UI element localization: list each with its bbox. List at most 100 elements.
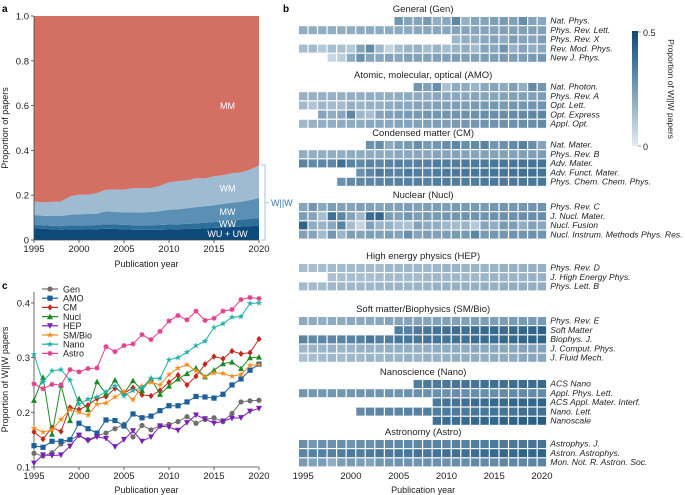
- heatmap-row-j-high-energy-phys: J. High Energy Phys.: [327, 272, 631, 282]
- heatmap-cell: [346, 212, 356, 221]
- legend-marker: [47, 304, 53, 311]
- heatmap-cell: [432, 168, 442, 177]
- heatmap-cell: [318, 44, 327, 53]
- point-nano: [84, 395, 92, 402]
- heatmap-cell: [509, 416, 518, 425]
- heatmap-cell: [404, 317, 413, 325]
- heatmap-cell: [509, 458, 518, 467]
- panel-c-line-chart: c 0.1 0.2 0.3 0.4 1995 2000 2005 2010 2015 2020 Pu…: [0, 281, 270, 495]
- heatmap-cell: [413, 440, 422, 448]
- heatmap-cell: [528, 159, 537, 168]
- heatmap-cell: [308, 440, 317, 448]
- point-astro: [211, 315, 217, 321]
- point-nano: [147, 375, 155, 382]
- heatmap-cell: [442, 203, 451, 211]
- point-amo: [166, 403, 172, 409]
- heatmap-cell: [337, 440, 346, 448]
- heatmap-cell: [299, 119, 308, 128]
- heatmap-cell: [384, 407, 394, 416]
- y-tick-label: 0.3: [17, 353, 30, 364]
- heatmap-cell: [480, 35, 489, 44]
- heatmap-cell: [480, 212, 489, 221]
- area-mm: [34, 16, 259, 203]
- heatmap-cell: [423, 26, 432, 35]
- heatmap-cell: [318, 264, 327, 272]
- heatmap-cell: [318, 203, 327, 211]
- heatmap-cell: [461, 353, 470, 362]
- point-cm: [58, 428, 64, 435]
- heatmap-cell: [528, 177, 537, 186]
- heatmap-cell: [356, 458, 365, 467]
- heatmap-row-astron-astrophys: Astron. Astrophys.: [299, 448, 620, 458]
- heatmap-cell: [318, 282, 327, 291]
- w-parallel-w-bracket: [261, 164, 269, 241]
- panel-a-label: a: [2, 4, 8, 15]
- heatmap-cell: [346, 26, 356, 35]
- heatmap-cell: [528, 389, 537, 398]
- heatmap-cell: [375, 159, 384, 168]
- heatmap-cell: [394, 17, 403, 25]
- heatmap-cell: [528, 221, 537, 230]
- heatmap-cell: [337, 53, 346, 62]
- heatmap-cell: [404, 168, 413, 177]
- point-amo: [103, 417, 109, 423]
- point-nucl: [103, 390, 109, 397]
- heatmap-cell: [490, 17, 499, 25]
- colorbar-min-label: 0: [643, 142, 648, 152]
- point-amo: [229, 382, 235, 388]
- heatmap-cell: [375, 353, 384, 362]
- group-general-gen: General (Gen) Nat. Phys.Phys. Rev. Lett.P…: [299, 4, 613, 63]
- heatmap-cell: [537, 53, 547, 62]
- heatmap-cell: [432, 458, 442, 467]
- x-tick-label: 2010: [436, 471, 457, 482]
- heatmap-cell: [394, 141, 403, 149]
- heatmap-cell: [470, 458, 480, 467]
- heatmap-cell: [480, 168, 489, 177]
- point-nucl: [229, 358, 235, 365]
- journal-label: J. High Energy Phys.: [549, 272, 630, 282]
- heatmap-cell: [375, 150, 384, 159]
- heatmap-cell: [461, 264, 470, 272]
- heatmap-cell: [404, 449, 413, 458]
- heatmap-cell: [480, 44, 489, 53]
- heatmap-cell: [442, 317, 451, 325]
- heatmap-cell: [499, 353, 508, 362]
- point-nano: [246, 300, 254, 307]
- heatmap-cell: [318, 335, 327, 344]
- heatmap-cell: [518, 407, 527, 416]
- heatmap-cell: [308, 150, 317, 159]
- heatmap-cell: [423, 150, 432, 159]
- heatmap-cell: [528, 326, 537, 335]
- heatmap-cell: [384, 344, 394, 353]
- heatmap-cell: [346, 440, 356, 448]
- heatmap-cell: [499, 317, 508, 325]
- heatmap-cell: [470, 141, 480, 149]
- heatmap-cell: [461, 110, 470, 119]
- heatmap-cell: [528, 344, 537, 353]
- point-amo: [184, 399, 190, 405]
- heatmap-cell: [413, 119, 422, 128]
- heatmap-cell: [318, 212, 327, 221]
- point-nano: [210, 324, 218, 331]
- group-title: Soft matter/Biophysics (SM/Bio): [356, 304, 490, 315]
- heatmap-cell: [442, 212, 451, 221]
- heatmap-cell: [490, 168, 499, 177]
- point-hep: [175, 427, 181, 434]
- journal-label: J. Nucl. Mater.: [549, 211, 605, 221]
- heatmap-cell: [470, 344, 480, 353]
- point-sm-bio: [102, 399, 110, 406]
- heatmap-cell: [384, 150, 394, 159]
- heatmap-row-nanoscale: Nanoscale: [432, 416, 591, 426]
- heatmap-cell: [337, 264, 346, 272]
- group-title: General (Gen): [393, 4, 454, 15]
- journal-label: Phys. Rev. X: [550, 34, 599, 44]
- heatmap-cell: [470, 335, 480, 344]
- heatmap-cell: [480, 389, 489, 398]
- heatmap-cell: [499, 264, 508, 272]
- heatmap-cell: [499, 141, 508, 149]
- point-gen: [175, 419, 181, 425]
- heatmap-cell: [432, 416, 442, 425]
- point-nano: [57, 366, 65, 373]
- heatmap-cell: [490, 335, 499, 344]
